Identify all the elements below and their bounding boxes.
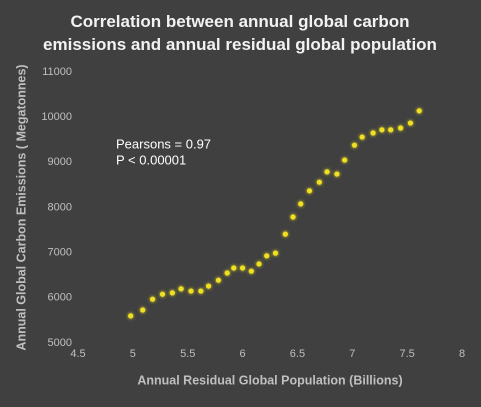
point (334, 171, 340, 177)
x-tick-label: 5 (130, 348, 136, 360)
x-tick-label: 7 (349, 348, 355, 360)
x-tick-label: 6.5 (290, 348, 305, 360)
x-tick-label: 8 (459, 348, 465, 360)
point (205, 283, 212, 289)
y-tick-label: 9000 (48, 156, 72, 168)
y-axis-label: Annual Global Carbon Emissions ( Megaton… (14, 64, 28, 350)
point (159, 291, 166, 297)
point (359, 134, 365, 140)
x-tick-label: 4.5 (70, 348, 85, 360)
y-tick-label: 5000 (48, 337, 72, 349)
point (215, 277, 222, 283)
point (128, 313, 134, 319)
point (397, 125, 404, 131)
x-axis-label: Annual Residual Global Population (Billi… (137, 373, 402, 387)
annotation: Pearsons = 0.97 (116, 136, 211, 151)
point (324, 169, 330, 175)
y-tick-label: 8000 (48, 201, 72, 213)
point (370, 130, 376, 136)
x-tick-label: 6 (240, 348, 246, 360)
point (231, 265, 237, 271)
point (379, 127, 385, 133)
point (178, 286, 184, 292)
x-tick-label: 7.5 (399, 348, 414, 360)
chart-title: Correlation between annual global carbon… (43, 12, 437, 54)
point (351, 142, 358, 148)
y-tick-label: 10000 (41, 111, 72, 123)
point (316, 179, 322, 185)
point (256, 261, 262, 267)
point (407, 120, 414, 126)
point (272, 250, 279, 256)
point (150, 296, 156, 302)
point (342, 157, 348, 163)
point (298, 201, 304, 207)
point (169, 290, 175, 296)
y-tick-label: 6000 (48, 292, 72, 304)
point (140, 307, 146, 313)
point (188, 288, 194, 294)
x-tick-label: 5.5 (180, 348, 195, 360)
y-tick-label: 11000 (42, 66, 72, 78)
point (224, 270, 230, 276)
point (388, 127, 394, 133)
y-tick-label: 7000 (48, 247, 72, 259)
point (290, 214, 296, 220)
point (416, 108, 422, 114)
annotation: P < 0.00001 (116, 152, 186, 167)
point (282, 231, 288, 237)
point (248, 268, 254, 274)
point (306, 188, 313, 194)
point (198, 288, 204, 294)
point (239, 265, 246, 271)
point (264, 253, 270, 259)
